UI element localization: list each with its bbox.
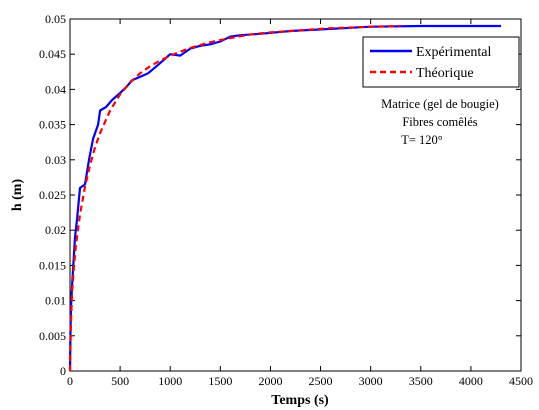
y-tick-label: 0.02 bbox=[45, 223, 66, 237]
y-tick-label: 0.045 bbox=[39, 47, 66, 61]
legend-entry: Théorique bbox=[416, 66, 474, 81]
series bbox=[68, 24, 501, 372]
legend-box bbox=[362, 36, 520, 88]
x-tick-label: 2500 bbox=[309, 374, 333, 388]
x-tick-label: 4000 bbox=[459, 374, 483, 388]
series-line-2 bbox=[68, 24, 401, 372]
x-tick-label: 3500 bbox=[409, 374, 433, 388]
ticks: 0 500 1000 1500 2000 2500 3000 3500 4000 4500 0 0.0… bbox=[39, 12, 533, 388]
x-tick-label: 3000 bbox=[359, 374, 383, 388]
x-tick-label: 2000 bbox=[258, 374, 282, 388]
x-tick-label: 1000 bbox=[158, 374, 182, 388]
annotations: Matrice (gel de bougie) Fibres comêlés T= … bbox=[381, 97, 499, 147]
y-tick-label: 0.015 bbox=[39, 258, 66, 272]
x-tick-label: 0 bbox=[67, 374, 73, 388]
x-tick-label: 4500 bbox=[509, 374, 533, 388]
y-tick-label: 0 bbox=[60, 364, 66, 378]
x-tick-label: 500 bbox=[111, 374, 129, 388]
series-line-1 bbox=[68, 24, 501, 372]
annotation-text: T= 120° bbox=[401, 133, 443, 147]
annotation-text: Fibres comêlés bbox=[402, 115, 477, 129]
y-axis-label: h (m) bbox=[10, 179, 25, 212]
y-tick-label: 0.04 bbox=[45, 82, 66, 96]
annotation-text: Matrice (gel de bougie) bbox=[381, 97, 499, 111]
y-tick-label: 0.035 bbox=[39, 118, 66, 132]
y-tick-label: 0.03 bbox=[45, 153, 66, 167]
legend-entry: Expérimental bbox=[416, 45, 492, 60]
x-tick-label: 1500 bbox=[208, 374, 232, 388]
y-tick-label: 0.05 bbox=[45, 12, 66, 26]
y-tick-label: 0.005 bbox=[39, 329, 66, 343]
x-axis-label: Temps (s) bbox=[271, 393, 329, 408]
y-tick-label: 0.01 bbox=[45, 294, 66, 308]
y-tick-label: 0.025 bbox=[39, 188, 66, 202]
legend: Expérimental Théorique bbox=[362, 36, 520, 88]
